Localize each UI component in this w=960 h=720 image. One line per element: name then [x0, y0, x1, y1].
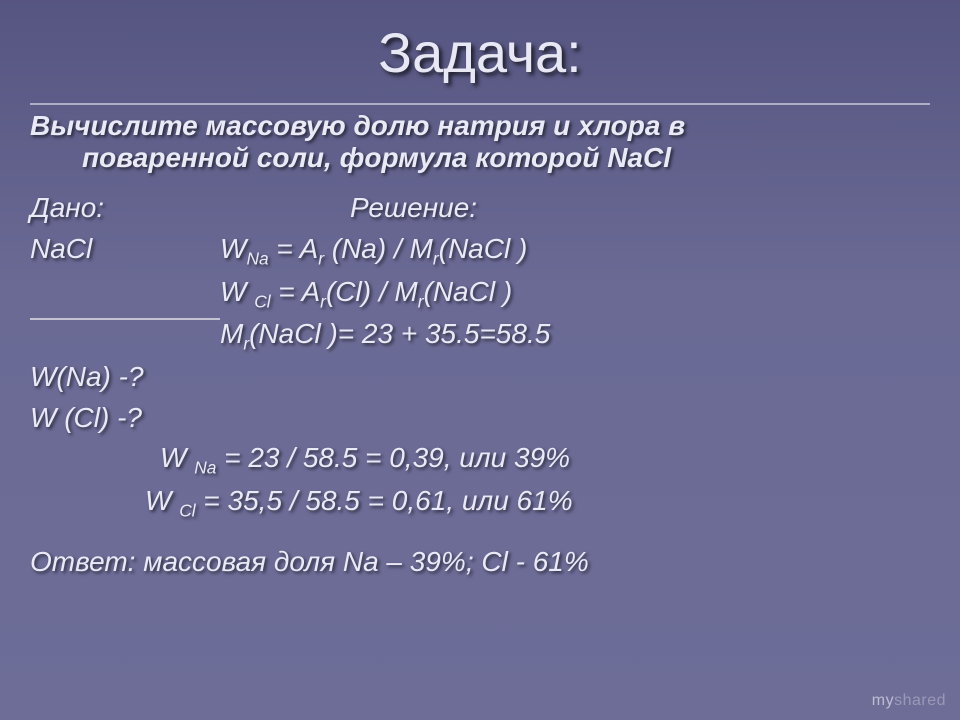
prompt-line-1: Вычислите массовую долю натрия и хлора в — [30, 110, 685, 141]
eq2: W Cl = Ar(Cl) / Mr(NaCl ) — [220, 272, 930, 315]
find-2: W (Cl) -? — [30, 398, 930, 439]
eq2-r3: (NaCl ) — [424, 276, 513, 307]
slide: Задача: Вычислите массовую долю натрия и… — [0, 0, 960, 720]
eq2-w: W — [220, 276, 254, 307]
calc-2: W Cl = 35,5 / 58.5 = 0,61, или 61% — [30, 481, 930, 524]
find-1: W(Na) -? — [30, 357, 930, 398]
calc2-rest: = 35,5 / 58.5 = 0,61, или 61% — [196, 485, 573, 516]
eq3-rest: (NaCl )= 23 + 35.5=58.5 — [249, 318, 550, 349]
given-label: Дано: — [30, 188, 220, 229]
row-eq2: W Cl = Ar(Cl) / Mr(NaCl ) — [30, 272, 930, 315]
eq2-r1: = A — [271, 276, 321, 307]
row-eq1: NaCl WNa = Ar (Na) / Mr(NaCl ) — [30, 229, 930, 272]
calc2-sub: Cl — [179, 501, 195, 521]
eq1-r1: = A — [269, 233, 319, 264]
prompt-line-2: поваренной соли, формула которой NaCl — [30, 142, 930, 174]
row-eq3: Mr(NaCl )= 23 + 35.5=58.5 — [30, 314, 930, 357]
body: Дано: Решение: NaCl WNa = Ar (Na) / Mr(N… — [30, 188, 930, 582]
watermark-my: my — [872, 692, 894, 709]
watermark-shared: shared — [894, 692, 946, 709]
calc1-w: W — [160, 442, 194, 473]
eq1: WNa = Ar (Na) / Mr(NaCl ) — [220, 229, 930, 272]
eq1-w: W — [220, 233, 246, 264]
eq2-r2: (Cl) / M — [326, 276, 418, 307]
calc1-sub: Na — [194, 458, 216, 478]
given-formula: NaCl — [30, 229, 220, 272]
slide-title: Задача: — [30, 20, 930, 85]
header-row: Дано: Решение: — [30, 188, 930, 229]
eq2-sub-cl: Cl — [254, 291, 270, 311]
calc2-w: W — [145, 485, 179, 516]
watermark: myshared — [872, 692, 946, 710]
divider-top — [30, 103, 930, 105]
eq1-sub-na: Na — [246, 249, 268, 269]
solution-label: Решение: — [220, 188, 930, 229]
eq1-r2: (Na) / M — [324, 233, 433, 264]
eq3-m: M — [220, 318, 243, 349]
calc-1: W Na = 23 / 58.5 = 0,39, или 39% — [30, 438, 930, 481]
eq1-r3: (NaCl ) — [439, 233, 528, 264]
problem-prompt: Вычислите массовую долю натрия и хлора в… — [30, 110, 930, 174]
given-divider — [30, 318, 220, 320]
calc1-rest: = 23 / 58.5 = 0,39, или 39% — [216, 442, 570, 473]
answer-line: Ответ: массовая доля Na – 39%; Cl - 61% — [30, 542, 930, 583]
eq3: Mr(NaCl )= 23 + 35.5=58.5 — [220, 314, 930, 357]
